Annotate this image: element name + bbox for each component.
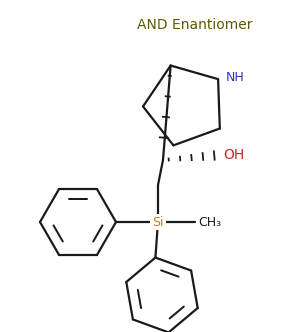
Text: AND Enantiomer: AND Enantiomer xyxy=(137,18,253,32)
Text: CH₃: CH₃ xyxy=(198,215,221,228)
Text: Si: Si xyxy=(152,215,164,228)
Text: NH: NH xyxy=(226,71,245,84)
Text: OH: OH xyxy=(223,148,244,162)
